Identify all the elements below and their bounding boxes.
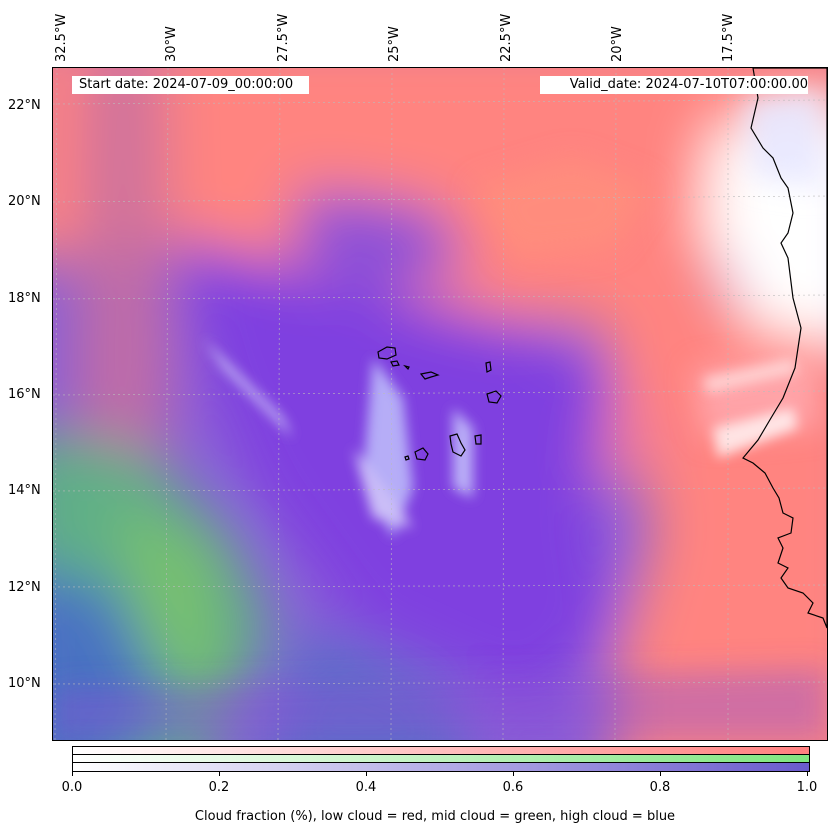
colorbar-label: Cloud fraction (%), low cloud = red, mid… (194, 809, 676, 824)
lat-label-12n: 12°N (8, 580, 41, 595)
colorbar-tickmark (219, 771, 220, 776)
island-santa-luzia (403, 364, 410, 371)
lat-label-16n: 16°N (8, 387, 41, 402)
colorbar-tick-2: 0.4 (355, 780, 377, 795)
island-boa-vista (486, 390, 502, 404)
colorbar-mid-cloud (73, 755, 809, 763)
colorbar-tickmark (72, 771, 73, 776)
map-canvas (53, 68, 827, 740)
lon-label-32-5w: 32.5°W (54, 13, 69, 62)
lat-label-22n: 22°N (8, 98, 41, 113)
lon-label-27-5w: 27.5°W (276, 13, 291, 62)
lat-label-18n: 18°N (8, 291, 41, 306)
colorbar (72, 746, 810, 772)
colorbar-tick-5: 1.0 (796, 780, 818, 795)
lon-label-30w: 30°W (164, 26, 179, 62)
african-coastline (742, 68, 827, 629)
lat-label-10n: 10°N (8, 676, 41, 691)
island-sao-nicolau (419, 371, 440, 380)
colorbar-tickmark (807, 771, 808, 776)
island-santiago (449, 433, 466, 457)
cloud-fraction-map (52, 67, 828, 741)
colorbar-high-cloud (73, 763, 809, 771)
colorbar-tick-1: 0.2 (208, 780, 230, 795)
lon-label-22-5w: 22.5°W (499, 13, 514, 62)
island-sao-vicente (390, 360, 400, 367)
cape-verde-islands (377, 346, 502, 461)
island-brava (404, 455, 410, 461)
lat-label-14n: 14°N (8, 483, 41, 498)
colorbar-tickmark (660, 771, 661, 776)
start-date-label: Start date: 2024-07-09_00:00:00 (72, 76, 309, 94)
colorbar-low-cloud (73, 747, 809, 755)
island-sal (485, 361, 492, 373)
island-santo-antao (377, 346, 397, 360)
colorbar-tick-4: 0.8 (649, 780, 671, 795)
graticule (53, 68, 827, 740)
lat-label-20n: 20°N (8, 194, 41, 209)
island-maio (474, 434, 482, 445)
island-fogo (414, 447, 429, 461)
colorbar-tickmark (366, 771, 367, 776)
colorbar-tick-0: 0.0 (61, 780, 83, 795)
lon-label-20w: 20°W (610, 26, 625, 62)
valid-date-label: Valid_date: 2024-07-10T07:00:00.00 (540, 76, 808, 94)
lon-label-25w: 25°W (387, 26, 402, 62)
colorbar-tick-3: 0.6 (502, 780, 524, 795)
lon-label-17-5w: 17.5°W (721, 13, 736, 62)
colorbar-tickmark (513, 771, 514, 776)
